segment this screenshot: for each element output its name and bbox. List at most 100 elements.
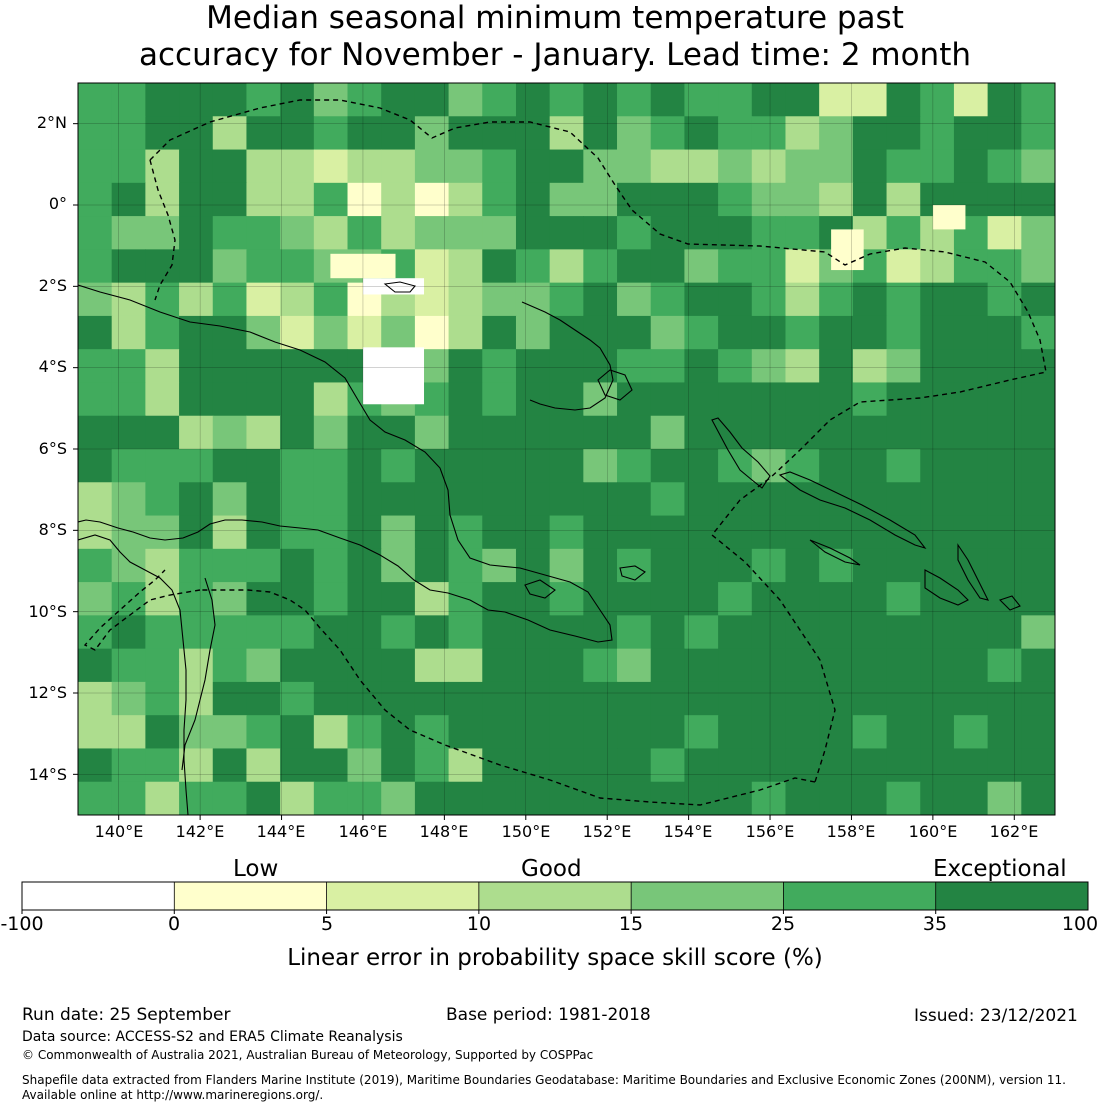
grid-cell: [246, 748, 281, 783]
grid-cell: [448, 349, 483, 384]
grid-cell: [78, 482, 113, 517]
grid-cell: [583, 648, 618, 683]
grid-cell: [953, 116, 989, 151]
grid-cell: [650, 515, 686, 550]
grid-cell: [515, 249, 551, 284]
grid-cell: [1021, 116, 1055, 151]
grid-cell: [987, 515, 1022, 550]
grid-cell: [684, 415, 719, 450]
grid-cell: [953, 482, 989, 517]
grid-cell: [549, 615, 584, 650]
grid-cell: [78, 282, 113, 317]
grid-cell: [414, 83, 450, 117]
grid-cell: [852, 515, 888, 550]
grid-cell: [179, 216, 214, 250]
grid-cell: [145, 781, 180, 815]
grid-cell: [330, 253, 396, 279]
issued-date: Issued: 23/12/2021: [914, 1006, 1078, 1026]
legend-tick-25: 25: [770, 913, 796, 935]
grid-cell: [515, 748, 551, 783]
grid-cell: [852, 582, 888, 616]
eez-boundary-png-south: [200, 589, 816, 806]
grid-cell: [212, 781, 248, 815]
grid-cell: [111, 182, 146, 217]
grid-cell: [751, 83, 787, 117]
grid-cell: [246, 681, 281, 716]
grid-cell: [751, 582, 787, 616]
lon-label-160e: 160°E: [908, 822, 958, 841]
grid-cell: [145, 83, 180, 117]
grid-cell: [111, 349, 146, 384]
grid-cell: [819, 349, 854, 384]
grid-cell: [313, 182, 349, 217]
grid-cell: [313, 781, 349, 815]
grid-cell: [212, 382, 248, 417]
legend-tick-35: 35: [922, 913, 948, 935]
grid-cell: [751, 182, 787, 217]
grid-cell: [515, 648, 551, 683]
grid-cell: [583, 315, 618, 350]
grid-cell: [78, 83, 113, 117]
lat-label-10s: 10°S: [28, 602, 67, 621]
grid-cell: [362, 278, 425, 295]
grid-cell: [347, 116, 382, 151]
legend-swatch: [478, 882, 632, 910]
grid-cell: [313, 715, 349, 750]
grid-cell: [718, 781, 753, 815]
grid-cell: [549, 216, 584, 250]
legend-swatch: [174, 882, 328, 910]
grid-cell: [650, 615, 686, 650]
grid-cell: [78, 182, 113, 217]
run-date: Run date: 25 September: [22, 1005, 231, 1025]
grid-cell: [313, 681, 349, 716]
grid-cell: [751, 748, 787, 783]
grid-cell: [549, 415, 584, 450]
grid-cell: [718, 315, 753, 350]
grid-cell: [819, 282, 854, 317]
grid-cell: [246, 216, 281, 250]
grid-cell: [650, 216, 686, 250]
grid-cell: [987, 781, 1022, 815]
grid-cell: [886, 349, 921, 384]
grid-cell: [179, 548, 214, 583]
grid-cell: [414, 515, 450, 550]
grid-cell: [313, 449, 349, 483]
lat-label-2s: 2°S: [38, 276, 67, 295]
grid-cell: [414, 182, 450, 217]
grid-cell: [920, 615, 955, 650]
grid-cell: [650, 482, 686, 517]
d-entrecasteaux-islands: [524, 579, 556, 599]
grid-cell: [953, 83, 989, 117]
solomon-islands-coastline-1: [778, 471, 927, 550]
grid-cell: [650, 415, 686, 450]
legend-tick-0: 0: [167, 913, 181, 935]
grid-cell: [280, 149, 315, 184]
grid-cell: [617, 83, 652, 117]
legend-category-exceptional: Exceptional: [933, 856, 1067, 882]
grid-cell: [482, 781, 517, 815]
grid-cell: [751, 382, 787, 417]
grid-cell: [381, 515, 416, 550]
grid-cell: [987, 615, 1022, 650]
grid-cell: [179, 182, 214, 217]
grid-cell: [482, 216, 517, 250]
grid-cell: [583, 681, 618, 716]
grid-cell: [852, 349, 888, 384]
grid-cell: [280, 548, 315, 583]
grid-cell: [650, 315, 686, 350]
grid-cell: [751, 149, 787, 184]
grid-cell: [414, 415, 450, 450]
grid-cell: [785, 781, 820, 815]
grid-cell: [347, 515, 382, 550]
legend-category-good: Good: [521, 856, 582, 882]
grid-cell: [785, 548, 820, 583]
grid-cell: [145, 149, 180, 184]
grid-cell: [987, 449, 1022, 483]
grid-cell: [718, 116, 753, 151]
grid-cell: [751, 548, 787, 583]
grid-cell: [617, 515, 652, 550]
grid-cell: [852, 415, 888, 450]
grid-cell: [179, 415, 214, 450]
grid-cell: [650, 548, 686, 583]
